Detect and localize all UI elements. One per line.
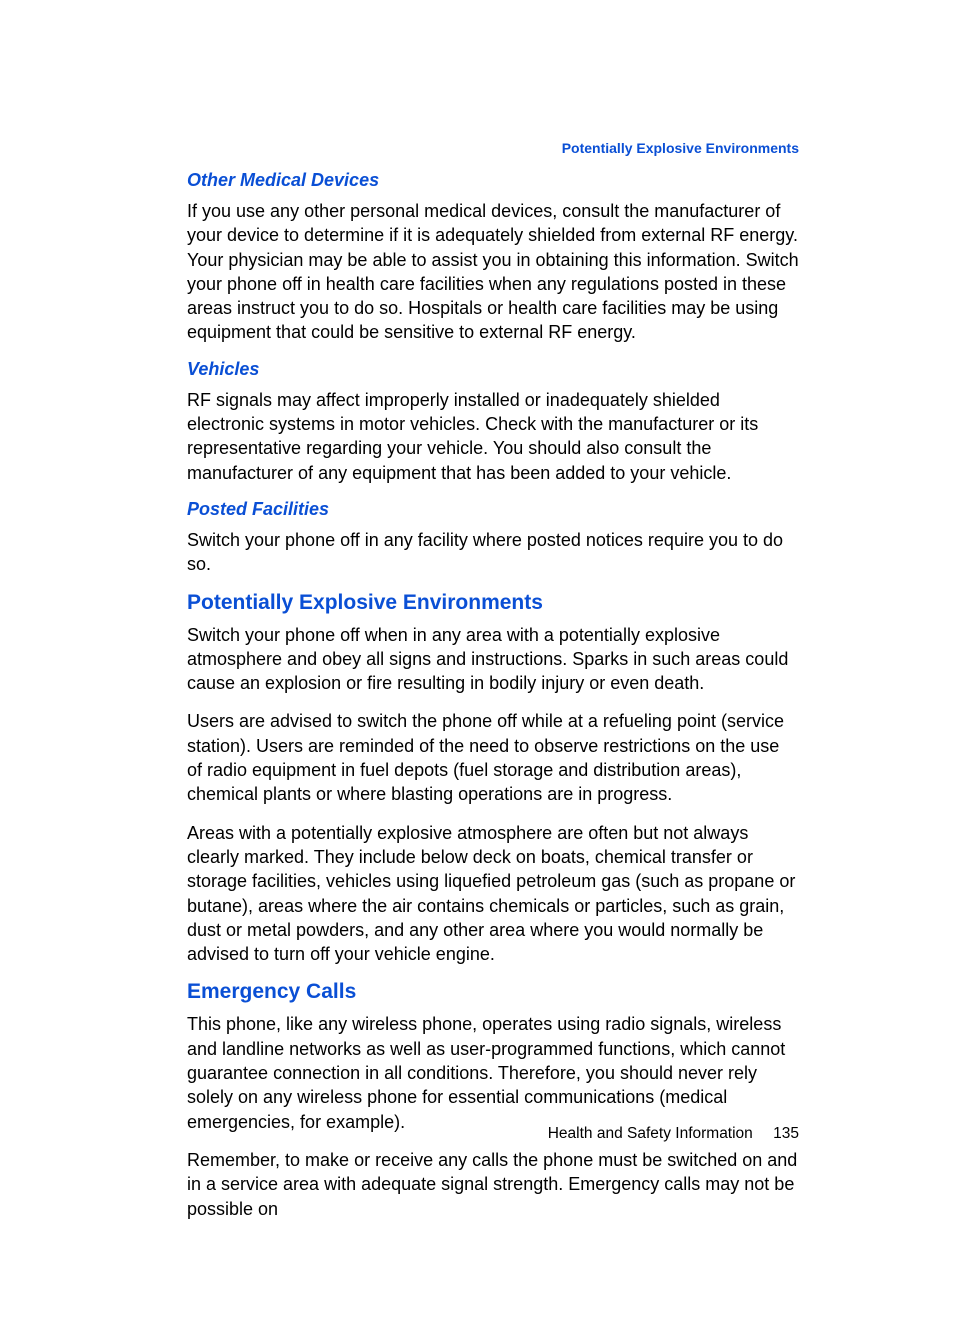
document-page: Potentially Explosive Environments Other… bbox=[0, 0, 954, 1319]
paragraph: RF signals may affect improperly install… bbox=[187, 388, 799, 485]
section-heading-explosive: Potentially Explosive Environments bbox=[187, 591, 799, 615]
page-footer: Health and Safety Information 135 bbox=[548, 1125, 799, 1143]
page-number: 135 bbox=[773, 1125, 799, 1142]
section-heading-emergency: Emergency Calls bbox=[187, 980, 799, 1004]
section-heading-vehicles: Vehicles bbox=[187, 359, 799, 380]
paragraph: Switch your phone off in any facility wh… bbox=[187, 528, 799, 577]
paragraph: Areas with a potentially explosive atmos… bbox=[187, 821, 799, 967]
paragraph: Remember, to make or receive any calls t… bbox=[187, 1148, 799, 1221]
footer-label: Health and Safety Information bbox=[548, 1125, 753, 1142]
paragraph: If you use any other personal medical de… bbox=[187, 199, 799, 345]
section-heading-posted_facilities: Posted Facilities bbox=[187, 499, 799, 520]
section-heading-other_medical: Other Medical Devices bbox=[187, 170, 799, 191]
content-flow: Other Medical Devices If you use any othe… bbox=[187, 170, 799, 1221]
paragraph: This phone, like any wireless phone, ope… bbox=[187, 1012, 799, 1133]
paragraph: Users are advised to switch the phone of… bbox=[187, 709, 799, 806]
running-header: Potentially Explosive Environments bbox=[187, 140, 799, 156]
paragraph: Switch your phone off when in any area w… bbox=[187, 623, 799, 696]
